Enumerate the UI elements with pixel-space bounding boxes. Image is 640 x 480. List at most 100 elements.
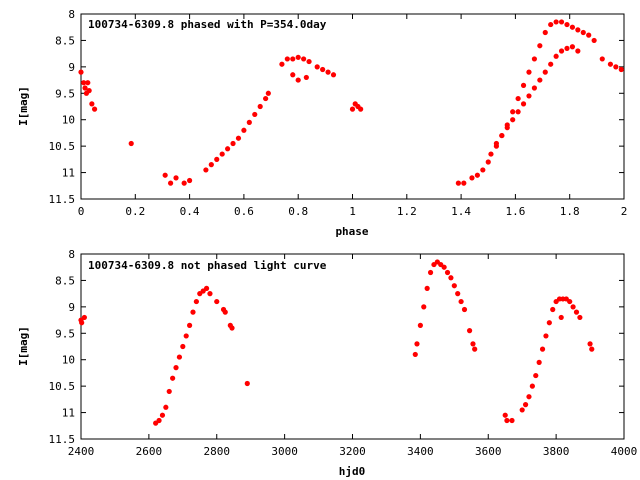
x-tick-label: 1.6 (505, 205, 525, 218)
y-tick-label: 10 (62, 354, 75, 367)
data-point (564, 45, 570, 51)
data-point (529, 383, 535, 389)
x-tick-label: 0 (78, 205, 85, 218)
data-point (303, 74, 309, 81)
data-point (573, 309, 580, 315)
data-point (515, 95, 521, 102)
data-point (510, 117, 516, 123)
data-point (187, 177, 193, 184)
data-point (241, 127, 247, 133)
data-point (589, 346, 595, 352)
x-tick-label: 0.4 (180, 205, 200, 218)
data-point (587, 341, 593, 347)
data-point (451, 283, 457, 289)
data-point (230, 140, 236, 147)
data-point (246, 119, 252, 125)
data-point (417, 322, 423, 328)
data-point (520, 82, 527, 88)
data-point (219, 151, 225, 157)
x-tick-label: 3200 (339, 445, 366, 458)
data-point (567, 298, 573, 305)
data-point (586, 32, 592, 38)
data-point (290, 56, 296, 62)
data-point (330, 72, 337, 78)
data-point (424, 285, 430, 291)
y-tick-label: 10 (62, 114, 75, 127)
data-point (89, 101, 95, 107)
data-point (543, 333, 549, 339)
data-point (537, 43, 543, 49)
x-ticks-unphased: 2400 2600 2800 3000 3200 3400 3600 3800 4000 (68, 254, 637, 458)
y-tick-label: 8.5 (55, 274, 75, 287)
data-point (558, 48, 565, 54)
data-point (128, 140, 134, 147)
data-point (515, 109, 521, 115)
data-point (558, 314, 564, 321)
data-point (180, 343, 186, 350)
data-point (488, 151, 494, 157)
data-point (279, 61, 285, 67)
x-tick-label: 0.8 (288, 205, 308, 218)
data-point (461, 180, 467, 186)
y-tick-label: 9 (68, 301, 75, 314)
data-point (181, 180, 187, 186)
unphased-light-curve-panel: 2400 2600 2800 3000 3200 3400 3600 3800 4000 8 8.… (17, 248, 637, 478)
x-axis-label-unphased: hjd0 (339, 465, 366, 478)
data-point (448, 275, 454, 281)
data-point (533, 372, 539, 379)
data-point (607, 61, 614, 67)
data-point (542, 29, 548, 36)
data-point (509, 417, 515, 424)
data-point (156, 417, 162, 424)
x-tick-label: 2400 (68, 445, 95, 458)
y-tick-label: 9.5 (55, 87, 75, 100)
data-point (187, 322, 193, 328)
phased-light-curve-panel: 0 0.2 0.4 0.6 0.8 1 1.2 1.4 1.6 1.8 2 8 8.5 9 9.5 10 10… (17, 8, 627, 238)
x-tick-label: 1.8 (560, 205, 580, 218)
data-point (320, 66, 326, 73)
data-point (526, 394, 532, 400)
data-point (412, 351, 418, 358)
data-point (257, 103, 263, 110)
data-point (252, 111, 258, 118)
data-point (522, 402, 529, 408)
data-point (499, 132, 505, 139)
data-point (82, 85, 88, 91)
data-point (263, 95, 269, 102)
data-point (550, 306, 556, 313)
data-point (548, 61, 554, 67)
y-ticks-phased: 8 8.5 9 9.5 10 10.5 11 11.5 (49, 8, 624, 206)
data-point (183, 333, 189, 339)
data-point (575, 48, 581, 54)
data-point (591, 37, 597, 44)
y-axis-label-unphased: I[mag] (17, 326, 30, 366)
data-point (441, 264, 447, 270)
data-point (599, 56, 605, 62)
data-point (536, 359, 542, 365)
data-point (162, 172, 168, 178)
data-point (190, 309, 196, 315)
data-point (553, 19, 559, 25)
data-points-unphased (78, 259, 595, 426)
x-tick-label: 0.6 (234, 205, 254, 218)
data-point (314, 64, 320, 70)
data-point (461, 306, 468, 313)
y-tick-label: 11.5 (49, 433, 76, 446)
data-point (86, 88, 92, 94)
data-point (613, 64, 619, 70)
data-point (427, 269, 434, 276)
data-point (502, 412, 508, 418)
data-point (193, 298, 199, 305)
y-tick-label: 10.5 (49, 380, 76, 393)
data-point (472, 346, 478, 352)
data-point (203, 285, 210, 291)
data-point (570, 304, 576, 310)
data-point (569, 44, 576, 50)
x-tick-label: 3400 (407, 445, 434, 458)
data-point (580, 29, 586, 36)
data-point (214, 156, 220, 162)
y-ticks-unphased: 8 8.5 9 9.5 10 10.5 11 11.5 (49, 248, 624, 446)
data-point (558, 19, 565, 25)
